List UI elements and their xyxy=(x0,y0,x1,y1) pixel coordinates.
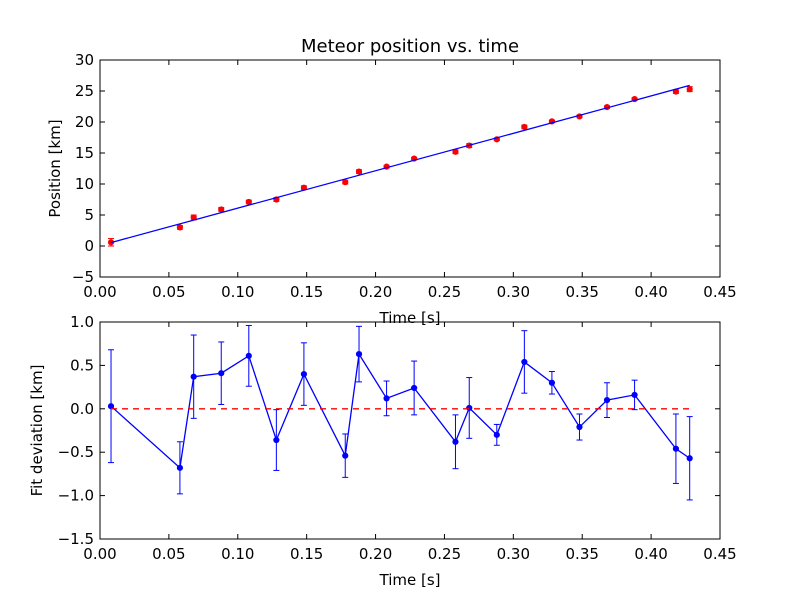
y-tick-label: 20 xyxy=(75,113,94,131)
deviation-plot-frame xyxy=(99,321,721,540)
y-tick-label: 25 xyxy=(75,82,94,100)
data-point xyxy=(342,179,349,186)
x-tick-label: 0.40 xyxy=(634,283,667,301)
data-point xyxy=(218,370,225,377)
data-point xyxy=(672,445,680,452)
y-tick-label: 10 xyxy=(75,175,94,193)
x-tick-label: 0.25 xyxy=(428,545,461,563)
y-tick-label: −1.0 xyxy=(58,487,94,505)
x-tick-label: 0.45 xyxy=(703,283,736,301)
x-tick-label: 0.20 xyxy=(359,545,392,563)
data-point xyxy=(218,206,225,213)
y-tick-label: 0 xyxy=(84,237,94,255)
data-point xyxy=(245,198,252,206)
data-point xyxy=(245,352,252,359)
data-point xyxy=(355,168,363,175)
data-point xyxy=(355,351,363,358)
data-point xyxy=(521,123,528,131)
deviation-plot-marks xyxy=(107,324,693,501)
x-tick-label: 0.05 xyxy=(152,545,185,563)
position-plot-frame xyxy=(99,59,721,278)
data-point xyxy=(603,397,611,404)
y-tick-label: −5 xyxy=(72,268,94,286)
position-x-axis-label: Time [s] xyxy=(379,309,441,327)
position-panel: Meteor position vs. time 0.00 0.05 0.10 0.1… xyxy=(46,36,737,327)
x-tick-label: 0.40 xyxy=(634,545,667,563)
data-point xyxy=(548,379,556,386)
data-point xyxy=(342,452,349,459)
chart-title: Meteor position vs. time xyxy=(301,36,519,57)
data-point xyxy=(300,370,308,378)
data-point xyxy=(411,384,418,392)
data-point xyxy=(273,436,280,444)
deviation-x-axis-label: Time [s] xyxy=(379,571,441,589)
y-tick-label: 0.5 xyxy=(70,356,94,374)
data-point xyxy=(466,404,473,412)
x-tick-label: 0.30 xyxy=(497,545,530,563)
data-point xyxy=(383,395,390,402)
data-point xyxy=(521,358,528,366)
position-plot-marks xyxy=(107,84,693,247)
x-tick-label: 0.35 xyxy=(566,283,599,301)
deviation-axis-ticks: 0.00 0.05 0.10 0.15 0.20 0.25 0.30 0.35 0.40 0.45… xyxy=(58,313,737,563)
data-point xyxy=(190,373,197,380)
data-point xyxy=(176,464,184,471)
x-tick-label: 0.25 xyxy=(428,283,461,301)
data-point xyxy=(631,391,638,399)
y-tick-label: 30 xyxy=(75,51,94,69)
data-point xyxy=(107,403,115,410)
y-tick-label: −1.5 xyxy=(58,530,94,548)
x-tick-label: 0.10 xyxy=(221,283,254,301)
fit-line xyxy=(110,84,690,244)
x-tick-label: 0.15 xyxy=(290,283,323,301)
x-tick-label: 0.00 xyxy=(83,545,116,563)
data-point xyxy=(686,455,693,462)
x-tick-label: 0.35 xyxy=(566,545,599,563)
position-y-axis-label: Position [km] xyxy=(46,119,64,217)
y-tick-label: 5 xyxy=(84,206,94,224)
deviation-panel: 0.00 0.05 0.10 0.15 0.20 0.25 0.30 0.35 0.40 0.45… xyxy=(28,313,737,589)
data-point xyxy=(493,431,500,438)
data-point xyxy=(452,438,459,445)
x-tick-label: 0.15 xyxy=(290,545,323,563)
x-tick-label: 0.10 xyxy=(221,545,254,563)
data-point xyxy=(686,86,693,93)
x-tick-label: 0.00 xyxy=(83,283,116,301)
y-tick-label: −0.5 xyxy=(58,443,94,461)
y-tick-label: 0.0 xyxy=(70,400,94,418)
y-tick-label: 15 xyxy=(75,144,94,162)
x-tick-label: 0.45 xyxy=(703,545,736,563)
x-tick-label: 0.20 xyxy=(359,283,392,301)
deviation-y-axis-label: Fit deviation [km] xyxy=(28,365,46,497)
x-tick-label: 0.30 xyxy=(497,283,530,301)
y-tick-label: 1.0 xyxy=(70,313,94,331)
data-point xyxy=(576,423,583,431)
position-axis-ticks: 0.00 0.05 0.10 0.15 0.20 0.25 0.30 0.35 0.40 0.45… xyxy=(72,51,737,301)
x-tick-label: 0.05 xyxy=(152,283,185,301)
data-point xyxy=(176,224,184,231)
